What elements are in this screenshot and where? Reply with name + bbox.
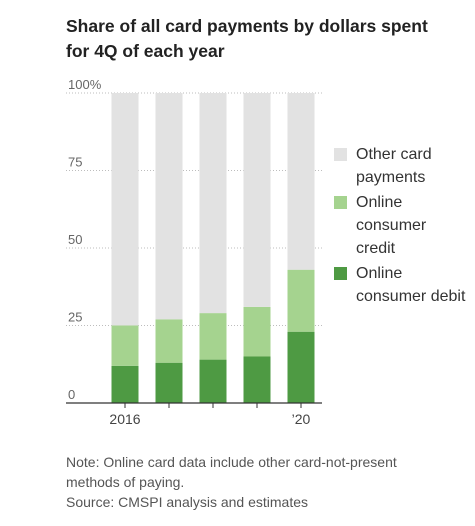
y-tick-label: 100% [68, 77, 102, 92]
bar-segment-other-card-payments [111, 93, 139, 326]
bar-segment-online-consumer-credit [287, 269, 315, 332]
legend-swatch-other [334, 148, 347, 161]
legend-label-other: Other card payments [356, 146, 432, 186]
chart-title-line-1: Share of all card payments by dollars sp… [66, 16, 428, 36]
bar-segment-online-consumer-credit [111, 325, 139, 366]
chart-title: Share of all card payments by dollars sp… [66, 14, 466, 64]
x-tick-label: 2016 [109, 411, 140, 427]
note-line-2: methods of paying. [66, 474, 185, 490]
bar-segment-online-consumer-credit [155, 319, 183, 363]
bar-segment-online-consumer-debit [287, 331, 315, 403]
source-line: Source: CMSPI analysis and estimates [66, 494, 308, 510]
chart-legend: Other card payments Online consumer cred… [334, 143, 474, 310]
y-tick-label: 0 [68, 387, 75, 402]
chart-title-line-2: for 4Q of each year [66, 41, 225, 61]
legend-label-credit: Online consumer credit [356, 194, 427, 257]
x-tick-label: ’20 [292, 411, 311, 427]
y-tick-label: 25 [68, 310, 82, 325]
y-tick-label: 75 [68, 155, 82, 170]
note-line-1: Note: Online card data include other car… [66, 454, 397, 470]
legend-swatch-credit [334, 196, 347, 209]
legend-item-credit: Online consumer credit [334, 191, 474, 260]
bar-segment-online-consumer-debit [155, 362, 183, 403]
bar-segment-online-consumer-credit [199, 313, 227, 360]
bar-segment-other-card-payments [155, 93, 183, 320]
bar-segment-other-card-payments [199, 93, 227, 314]
bar-segment-online-consumer-debit [243, 356, 271, 403]
bar-segment-other-card-payments [287, 93, 315, 270]
legend-label-debit: Online consumer debit [356, 265, 466, 305]
chart-footnote: Note: Online card data include other car… [66, 452, 466, 512]
legend-item-other: Other card payments [334, 143, 474, 189]
bar-segment-online-consumer-debit [199, 359, 227, 403]
legend-swatch-debit [334, 267, 347, 280]
bar-segment-online-consumer-debit [111, 365, 139, 403]
legend-item-debit: Online consumer debit [334, 262, 474, 308]
y-tick-label: 50 [68, 232, 82, 247]
bar-segment-other-card-payments [243, 93, 271, 307]
bar-segment-online-consumer-credit [243, 306, 271, 357]
